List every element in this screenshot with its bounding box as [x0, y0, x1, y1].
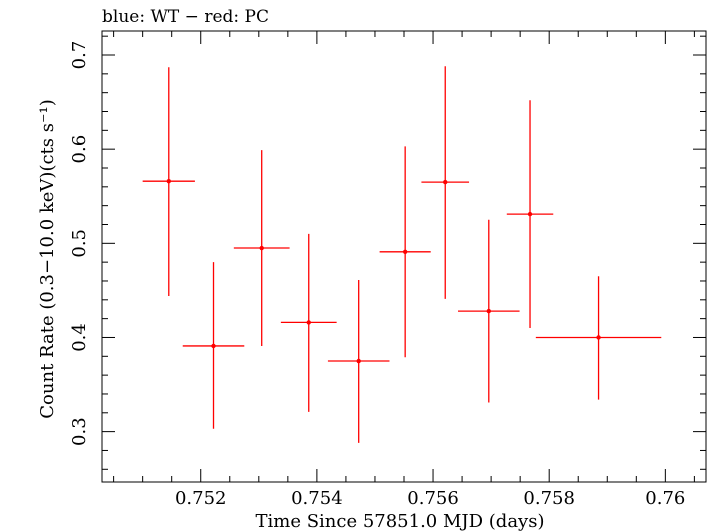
data-point: [142, 67, 195, 297]
point-marker: [306, 320, 311, 325]
y-tick-label: 0.5: [69, 229, 90, 258]
y-tick-label: 0.6: [69, 135, 90, 164]
data-point: [280, 233, 337, 412]
x-tick-label: 0.758: [523, 488, 575, 509]
point-marker: [211, 343, 216, 349]
x-tick-label: 0.756: [407, 488, 459, 509]
data-point: [506, 100, 554, 329]
plot-frame: [101, 30, 707, 483]
tick-labels: 0.752 0.754 0.756 0.758 0.76 0.3 0.4 0.5 0.6 0.7: [69, 41, 685, 509]
data-points: [142, 66, 662, 443]
axis-ticks: [102, 31, 706, 482]
y-tick-label: 0.7: [69, 41, 90, 70]
x-tick-label: 0.754: [291, 488, 343, 509]
data-point: [233, 150, 290, 346]
data-point: [421, 66, 470, 299]
data-point: [379, 146, 431, 358]
data-point: [327, 280, 390, 443]
y-tick-label: 0.3: [69, 417, 90, 446]
point-marker: [486, 308, 491, 314]
data-point: [182, 262, 245, 429]
point-marker: [527, 211, 533, 217]
y-tick-label: 0.4: [69, 323, 90, 352]
chart-title: blue: WT − red: PC: [102, 7, 269, 27]
data-point: [535, 276, 662, 400]
point-marker: [356, 358, 361, 364]
x-axis-label: Time Since 57851.0 MJD (days): [255, 511, 544, 532]
point-marker: [166, 178, 171, 184]
y-axis-label: Count Rate (0.3−10.0 keV)(cts s⁻¹): [37, 99, 58, 418]
x-tick-label: 0.76: [645, 488, 685, 509]
point-marker: [402, 249, 408, 254]
point-marker: [596, 335, 601, 340]
point-marker: [443, 179, 448, 185]
point-marker: [259, 245, 264, 251]
x-tick-label: 0.752: [175, 488, 227, 509]
data-point: [458, 219, 520, 403]
